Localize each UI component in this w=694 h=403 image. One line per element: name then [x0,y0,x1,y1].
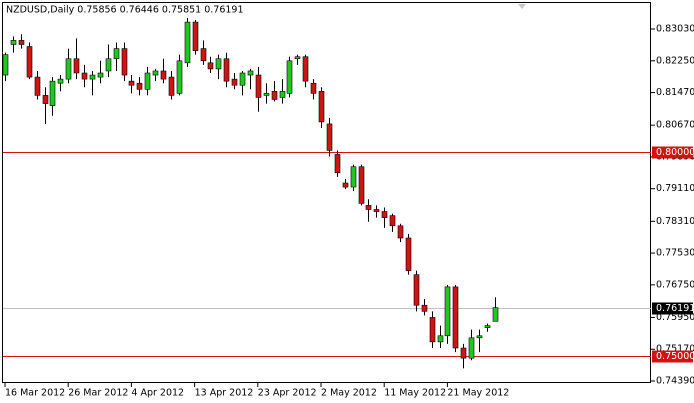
candle-body [26,46,33,78]
candle-body [42,95,49,104]
candle-body [136,82,143,90]
candle-body [207,62,214,70]
x-tick-label: 26 Mar 2012 [68,388,128,399]
candle-body [437,335,444,343]
candle-body [73,58,80,74]
candle-body [160,70,167,80]
candle-body [263,93,270,96]
candle-body [97,72,104,78]
x-tick-label: 13 Apr 2012 [195,388,254,399]
candle-body [452,286,459,349]
candle-body [144,72,151,90]
candle-body [421,304,428,312]
x-tick-label: 16 Mar 2012 [5,388,65,399]
level-label: 0.76191 [656,303,694,314]
candle-body [334,154,341,174]
shift-marker [518,4,526,9]
candle-body [255,74,262,98]
candle-body [18,40,25,45]
candle-body [397,225,404,239]
candle-body [429,317,436,343]
candle-body [176,60,183,94]
candle-body [468,337,475,359]
y-tick-label: 0.78310 [656,216,694,227]
candle-body [192,21,199,51]
y-tick-label: 0.75950 [656,312,694,323]
candle-body [373,209,380,212]
candle-body [318,91,325,123]
x-tick-label: 11 May 2012 [384,388,446,399]
level-label: 0.75000 [656,351,694,362]
candle-body [286,60,293,94]
candle-body [310,82,317,94]
candle-body [49,80,56,106]
candle-body [358,166,365,204]
candle-body [215,58,222,70]
y-tick-label: 0.81470 [656,87,694,98]
candle-body [271,91,278,100]
y-tick-label: 0.79110 [656,183,694,194]
candle-body [405,237,412,271]
chart-title: NZDUSD,Daily 0.75856 0.76446 0.75851 0.7… [6,5,244,16]
candle-body [105,58,112,72]
candle-body [152,70,159,76]
candle-body [231,78,238,86]
candle-body [168,76,175,96]
candle-body [294,56,301,60]
y-tick-label: 0.75170 [656,344,694,355]
candle-body [200,48,207,62]
level-label: 0.80000 [656,147,694,158]
x-tick-label: 4 Apr 2012 [131,388,184,399]
candle-body [413,274,420,306]
candle-body [184,21,191,64]
candle-body [247,70,254,76]
candle-body [57,78,64,84]
candle-body [484,325,491,328]
candle-body [350,166,357,188]
candle-body [444,286,451,337]
candle-body [476,335,483,339]
candle-body [389,215,396,227]
level-label-box [652,146,693,159]
candle-body [326,123,333,151]
candle-body [492,307,499,322]
x-tick-label: 21 May 2012 [447,388,509,399]
level-label-box [652,350,693,363]
plot-frame [2,2,651,383]
candle-body [128,80,135,86]
level-label-box [652,302,693,315]
candle-body [342,182,349,188]
candle-body [2,54,9,76]
candle-body [223,58,230,82]
candle-body [239,72,246,86]
candle-body [365,205,372,210]
candle-body [279,91,286,98]
x-tick-label: 2 May 2012 [321,388,377,399]
y-tick-label: 0.83030 [656,24,694,35]
candle-body [381,211,388,218]
candle-body [65,58,72,80]
y-tick-label: 0.74390 [656,376,694,387]
y-tick-label: 0.82250 [656,55,694,66]
y-tick-label: 0.77530 [656,248,694,259]
candle-body [34,76,41,96]
candle-body [113,48,120,60]
candle-body [302,56,309,82]
candle-body [460,347,467,359]
candle-body [89,74,96,80]
y-tick-label: 0.80670 [656,120,694,131]
candle-body [81,72,88,80]
candle-body [121,48,128,76]
x-tick-label: 23 Apr 2012 [258,388,317,399]
y-tick-label: 0.76750 [656,279,694,290]
candle-body [10,40,17,45]
